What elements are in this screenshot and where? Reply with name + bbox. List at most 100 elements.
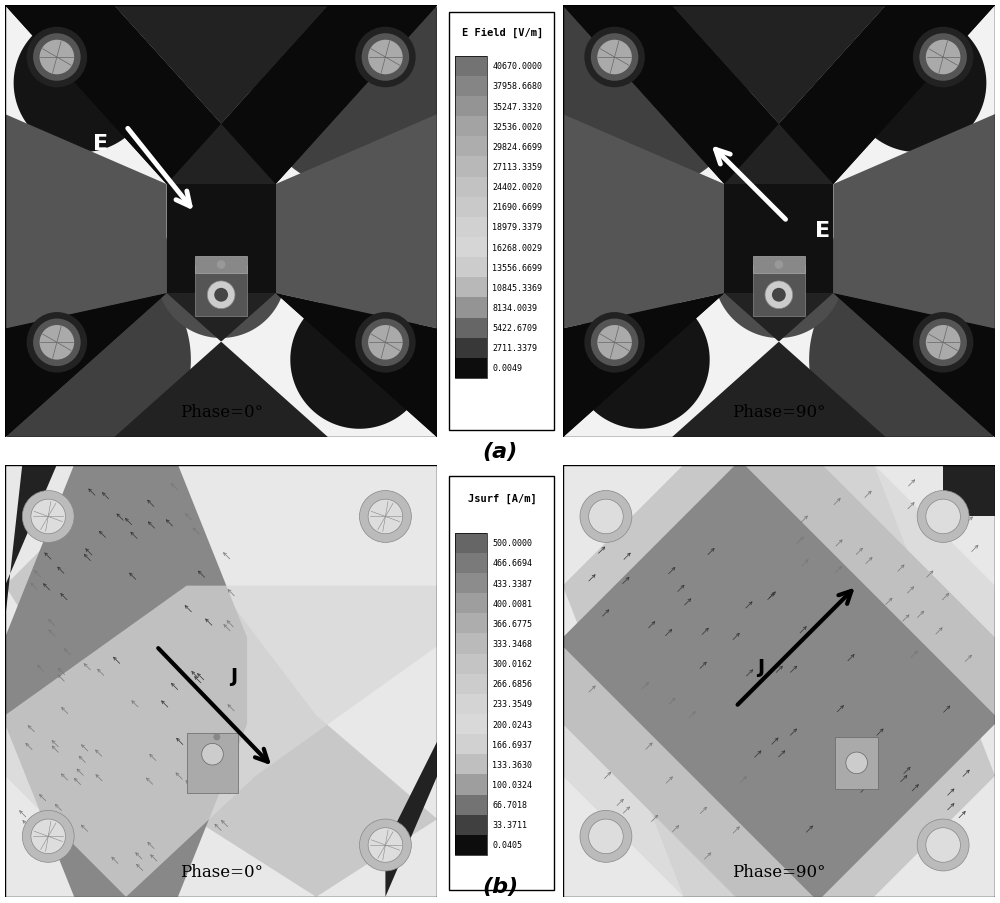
Circle shape (765, 282, 793, 309)
Bar (455, 714, 487, 734)
Polygon shape (848, 14, 986, 153)
Bar (455, 157, 487, 177)
Polygon shape (563, 6, 833, 185)
Polygon shape (5, 115, 167, 329)
Bar (455, 97, 487, 117)
Circle shape (213, 733, 220, 740)
Circle shape (589, 819, 623, 853)
Text: 0.0405: 0.0405 (492, 841, 522, 850)
Text: E: E (815, 220, 830, 241)
Polygon shape (66, 343, 100, 377)
Bar (455, 754, 487, 775)
Text: J: J (230, 666, 237, 685)
Polygon shape (563, 465, 995, 897)
Polygon shape (768, 263, 790, 284)
Polygon shape (50, 328, 115, 393)
Polygon shape (327, 51, 392, 116)
Circle shape (40, 41, 74, 75)
Text: Phase=90°: Phase=90° (732, 862, 826, 880)
Circle shape (917, 491, 969, 543)
Polygon shape (833, 115, 995, 329)
Polygon shape (178, 230, 264, 317)
Text: (b): (b) (482, 876, 518, 896)
Text: 0.0049: 0.0049 (492, 364, 522, 373)
Polygon shape (900, 343, 934, 377)
Circle shape (33, 34, 81, 81)
Polygon shape (303, 304, 416, 416)
Circle shape (368, 326, 403, 360)
Polygon shape (563, 465, 995, 897)
Bar (455, 533, 487, 554)
Polygon shape (316, 317, 403, 404)
Text: 300.0162: 300.0162 (492, 659, 532, 668)
Circle shape (359, 819, 411, 871)
Bar (455, 815, 487, 835)
Circle shape (362, 319, 409, 367)
Polygon shape (563, 647, 813, 897)
Circle shape (919, 34, 967, 81)
Polygon shape (5, 6, 276, 185)
Polygon shape (5, 465, 57, 620)
Circle shape (584, 312, 645, 373)
Circle shape (355, 312, 416, 373)
Bar (455, 278, 487, 298)
Polygon shape (167, 219, 275, 328)
Polygon shape (724, 6, 995, 185)
Polygon shape (14, 14, 152, 153)
Polygon shape (276, 293, 437, 438)
Polygon shape (167, 185, 276, 293)
Circle shape (22, 491, 74, 543)
Text: Jsurf [A/m]: Jsurf [A/m] (468, 493, 537, 503)
Polygon shape (290, 291, 429, 429)
Bar (455, 694, 487, 714)
Text: 66.7018: 66.7018 (492, 800, 527, 809)
Polygon shape (563, 293, 724, 438)
Text: 29824.6699: 29824.6699 (492, 143, 542, 152)
Polygon shape (297, 22, 422, 146)
Circle shape (913, 28, 973, 88)
Polygon shape (744, 465, 995, 715)
Polygon shape (5, 465, 437, 897)
Bar (455, 573, 487, 593)
Polygon shape (5, 6, 276, 185)
Polygon shape (724, 185, 833, 293)
Text: 266.6856: 266.6856 (492, 679, 532, 688)
Polygon shape (5, 293, 167, 438)
Circle shape (591, 34, 638, 81)
Text: 40670.0000: 40670.0000 (492, 62, 542, 71)
Polygon shape (276, 293, 437, 438)
Bar (455, 177, 487, 198)
Polygon shape (623, 343, 658, 377)
Polygon shape (563, 293, 724, 438)
Polygon shape (623, 67, 658, 101)
Text: 27113.3359: 27113.3359 (492, 163, 542, 172)
Bar (753, 256, 805, 274)
Polygon shape (276, 115, 437, 329)
Polygon shape (200, 252, 243, 295)
Text: 16268.0029: 16268.0029 (492, 244, 542, 252)
Text: 233.3549: 233.3549 (492, 700, 532, 709)
Text: Phase=0°: Phase=0° (180, 404, 263, 421)
Text: 33.3711: 33.3711 (492, 820, 527, 829)
Polygon shape (5, 283, 161, 438)
Polygon shape (20, 298, 145, 423)
Circle shape (926, 326, 960, 360)
Circle shape (919, 319, 967, 367)
Text: 24402.0020: 24402.0020 (492, 183, 542, 192)
Text: 37958.6680: 37958.6680 (492, 82, 542, 91)
Bar (455, 835, 487, 855)
Polygon shape (571, 291, 710, 429)
Text: 466.6694: 466.6694 (492, 559, 532, 568)
Bar (455, 554, 487, 573)
Text: 10845.3369: 10845.3369 (492, 284, 542, 293)
Polygon shape (167, 185, 276, 293)
Polygon shape (943, 465, 995, 517)
Circle shape (917, 819, 969, 871)
Polygon shape (608, 51, 673, 116)
Polygon shape (725, 219, 833, 328)
Text: 500.0000: 500.0000 (492, 538, 532, 547)
Bar (455, 358, 487, 378)
Polygon shape (757, 252, 800, 295)
Bar (455, 258, 487, 278)
Text: 400.0081: 400.0081 (492, 599, 532, 608)
